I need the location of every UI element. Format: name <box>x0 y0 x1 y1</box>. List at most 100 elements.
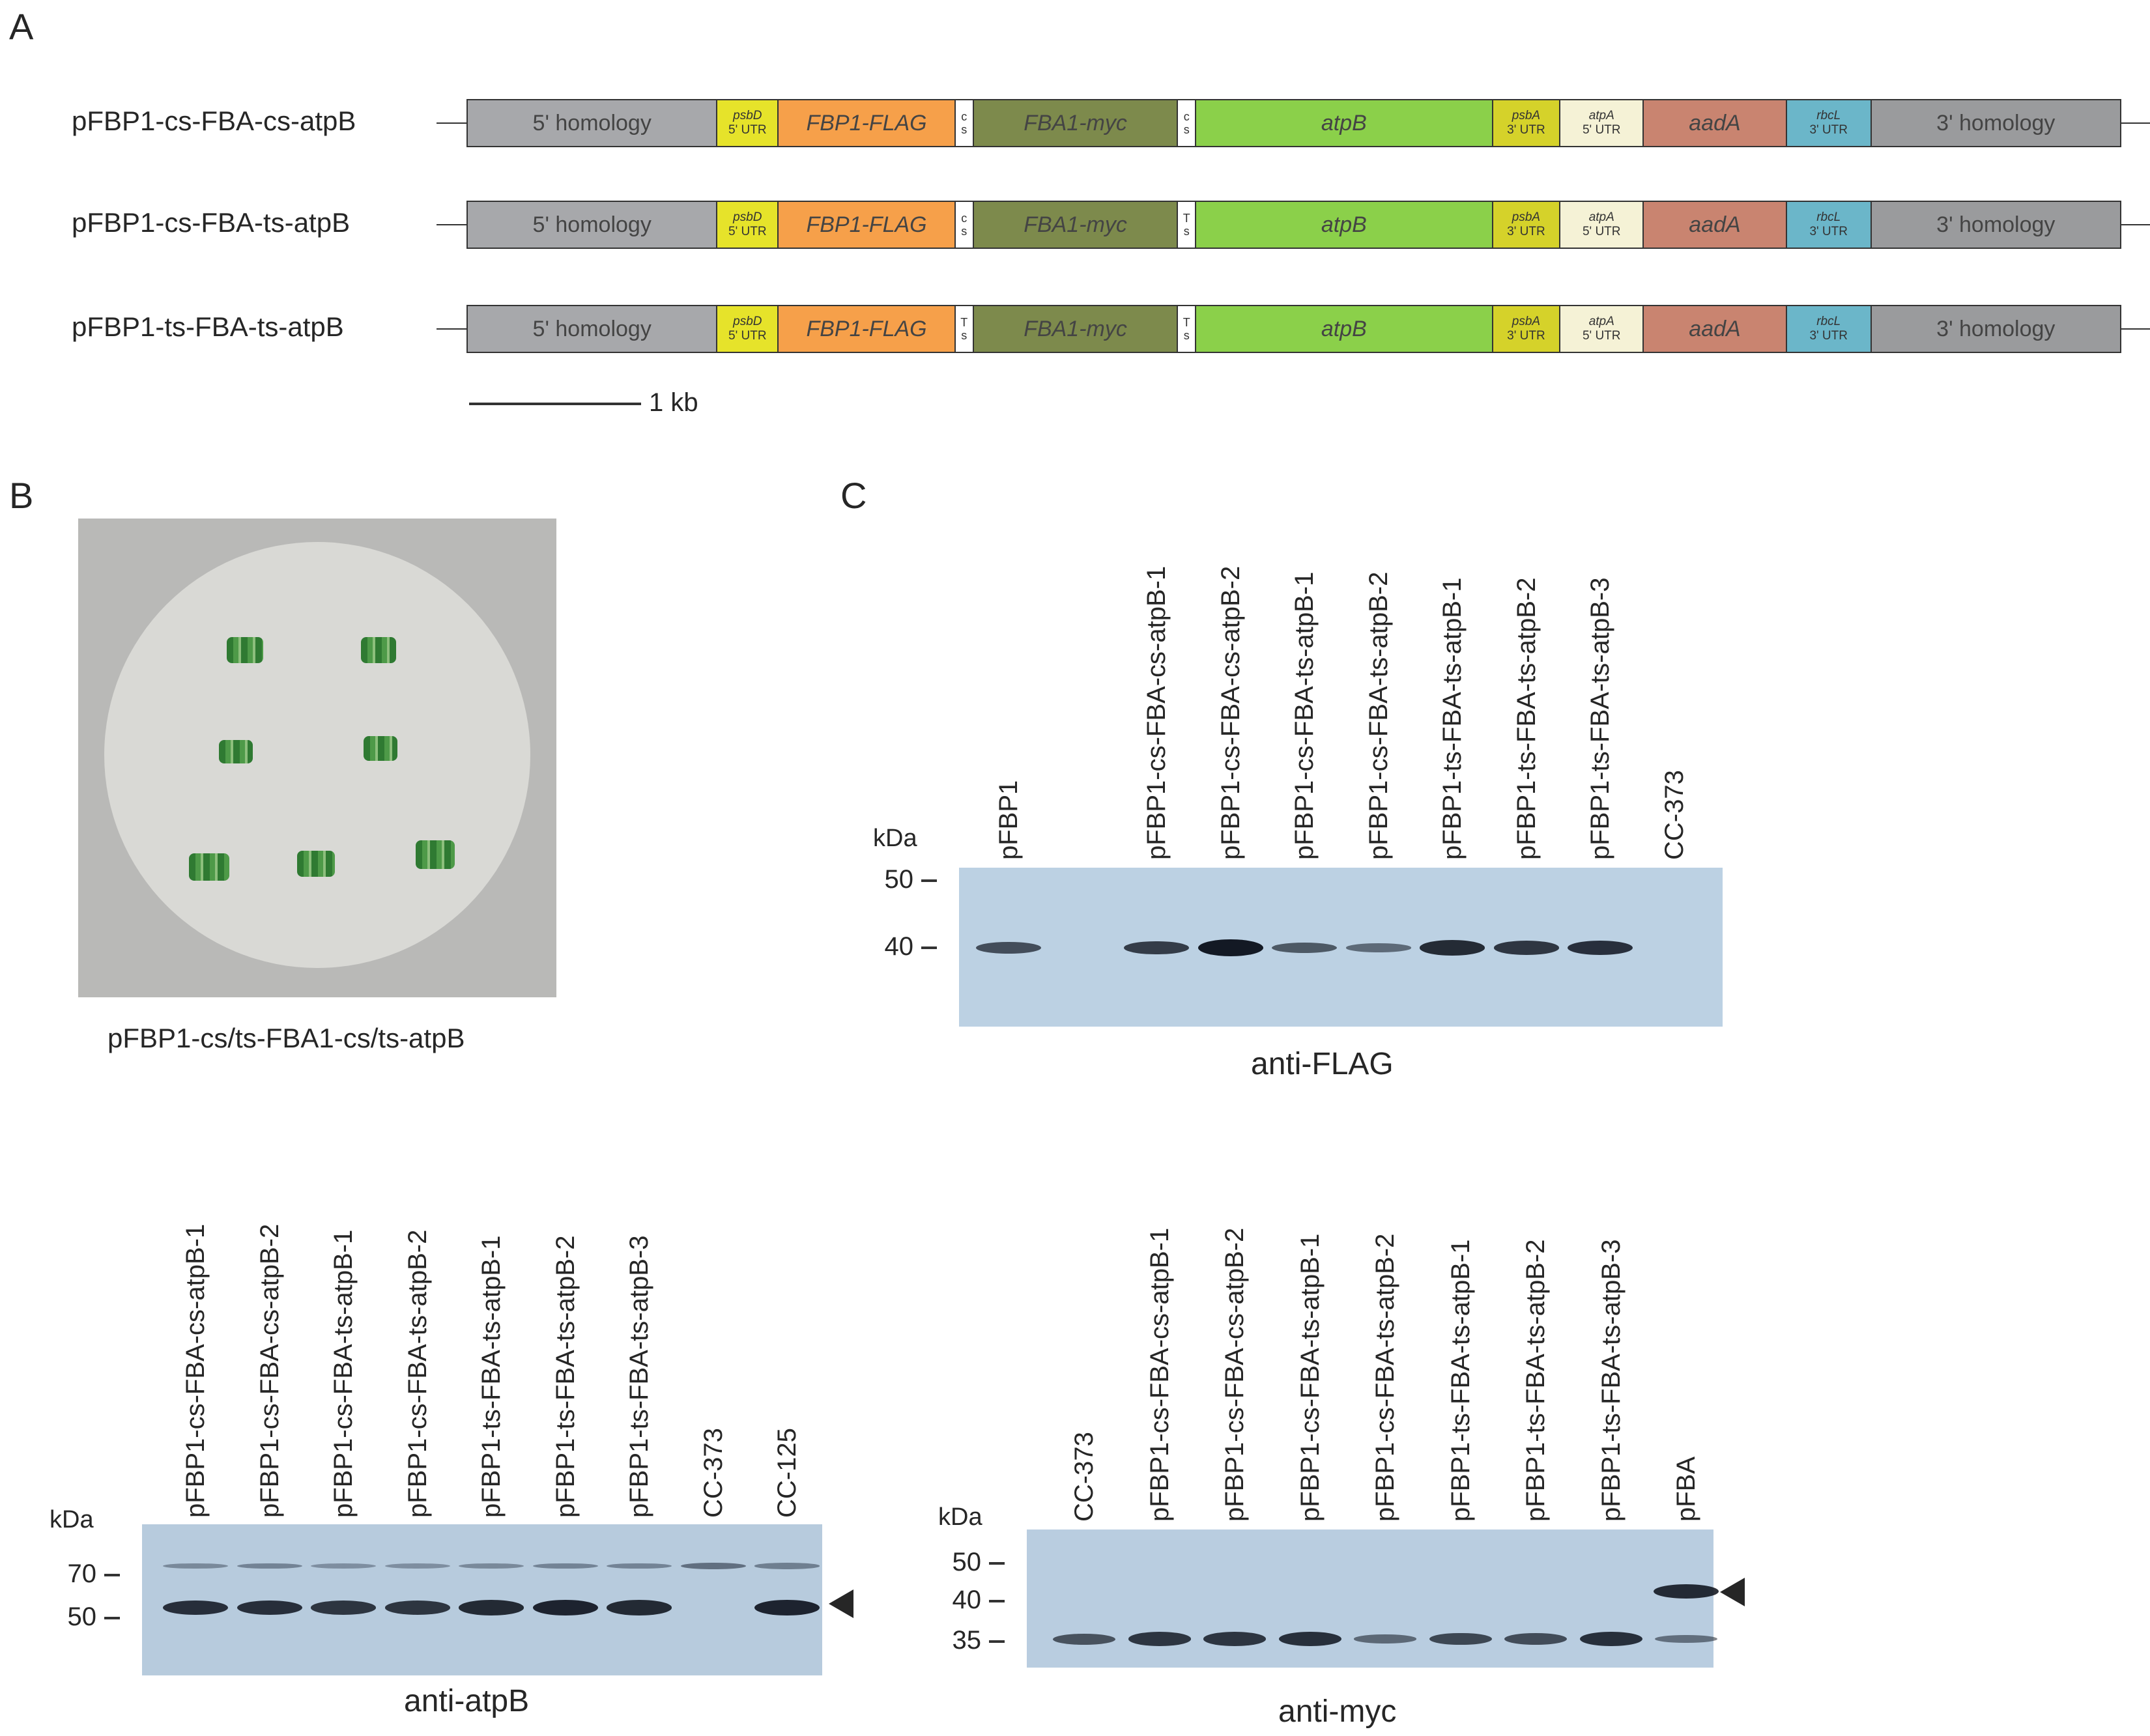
marker-label: 70 <box>67 1559 97 1588</box>
separator-letter: s <box>961 225 968 238</box>
scale-bar-label: 1 kb <box>649 388 698 417</box>
segment-fbp1: FBP1-FLAG <box>779 100 956 146</box>
segment-label-top: psbA <box>1512 315 1541 328</box>
colony <box>364 736 397 761</box>
blot-membrane <box>142 1524 822 1675</box>
band <box>163 1600 228 1615</box>
band <box>1504 1633 1567 1645</box>
segment-aadA: aadA <box>1644 100 1787 146</box>
marker-tick <box>989 1600 1005 1602</box>
segment-label-top: psbD <box>733 109 762 122</box>
lane-label: pFBP1-ts-FBA-ts-atpB-2 <box>1512 577 1541 860</box>
kda-label: kDa <box>938 1503 982 1531</box>
arrowhead-icon <box>1720 1578 1745 1606</box>
construct-map: 5' homology psbD 5' UTR FBP1-FLAG c s FBA1-myc… <box>466 201 2121 249</box>
segment-fba1: FBA1-myc <box>973 306 1179 352</box>
band <box>459 1600 524 1615</box>
segment-atpB: atpB <box>1196 306 1493 352</box>
marker-label: 35 <box>952 1626 982 1655</box>
segment-label-bottom: 3' UTR <box>1507 329 1545 343</box>
marker-tick <box>989 1640 1005 1643</box>
construct-name: pFBP1-ts-FBA-ts-atpB <box>72 311 344 342</box>
segment-label-top: rbcL <box>1816 315 1841 328</box>
segment-label-bottom: 5' UTR <box>728 225 767 238</box>
segment-label-bottom: 3' UTR <box>1809 225 1848 238</box>
band <box>1197 939 1263 956</box>
marker-tick <box>989 1562 1005 1565</box>
band <box>976 942 1041 954</box>
marker-label: 40 <box>884 932 914 961</box>
segment-label-bottom: 5' UTR <box>728 123 767 137</box>
band <box>1429 1632 1492 1645</box>
segment-label-top: atpA <box>1588 210 1614 224</box>
plate-photo <box>78 519 556 997</box>
construct-name: pFBP1-cs-FBA-ts-atpB <box>72 207 351 238</box>
band-upper <box>311 1563 376 1569</box>
lane-label: pFBP1-cs-FBA-ts-atpB-2 <box>403 1229 432 1518</box>
marker-label: 40 <box>952 1586 982 1614</box>
lane-label: pFBP1-ts-FBA-ts-atpB-1 <box>1446 1239 1475 1522</box>
lane-label: pFBP1-cs-FBA-ts-atpB-2 <box>1371 1233 1399 1522</box>
plate-caption: pFBP1-cs/ts-FBA1-cs/ts-atpB <box>108 1023 465 1053</box>
segment-atpA: atpA 5' UTR <box>1560 202 1644 248</box>
segment-aadA: aadA <box>1644 306 1787 352</box>
lane-label: pFBP1-ts-FBA-ts-atpB-1 <box>477 1235 506 1518</box>
band <box>1493 941 1559 955</box>
band <box>1053 1633 1115 1645</box>
segment-fba1: FBA1-myc <box>973 100 1179 146</box>
band <box>1655 1634 1717 1644</box>
separator-letter: c <box>961 212 968 225</box>
lane-label: pFBP1-ts-FBA-ts-atpB-2 <box>1521 1239 1550 1522</box>
band <box>1203 1632 1266 1646</box>
lane-label: pFBP1-cs-FBA-cs-atpB-2 <box>255 1223 284 1518</box>
marker-tick <box>104 1617 120 1619</box>
lane-label: pFBP1 <box>994 780 1023 860</box>
segment-fbp1: FBP1-FLAG <box>779 202 956 248</box>
band-upper <box>384 1563 450 1569</box>
band <box>1420 940 1485 956</box>
segment-rbcL: rbcL 3' UTR <box>1786 100 1872 146</box>
separator-letter: c <box>1183 110 1190 123</box>
segment-atpB: atpB <box>1196 202 1493 248</box>
segment-homology3: 3' homology <box>1871 100 2120 146</box>
segment-psbA: psbA 3' UTR <box>1493 100 1561 146</box>
separator-letter: s <box>1183 225 1190 238</box>
segment-rbcL: rbcL 3' UTR <box>1786 306 1872 352</box>
lane-label: pFBP1-cs-FBA-cs-atpB-2 <box>1216 565 1245 860</box>
segment-label-top: psbA <box>1512 210 1541 224</box>
segment-rbcL: rbcL 3' UTR <box>1786 202 1872 248</box>
segment-atpB: atpB <box>1196 100 1493 146</box>
segment-psbA: psbA 3' UTR <box>1493 306 1561 352</box>
segment-label-top: rbcL <box>1816 109 1841 122</box>
segment-fba1: FBA1-myc <box>973 202 1179 248</box>
lane-label: pFBP1-ts-FBA-ts-atpB-1 <box>1438 577 1467 860</box>
colony <box>219 740 253 763</box>
segment-label-bottom: 3' UTR <box>1809 123 1848 137</box>
lane-label: pFBP1-cs-FBA-ts-atpB-1 <box>1295 1233 1325 1522</box>
colony <box>416 840 455 869</box>
blot-caption: anti-FLAG <box>1251 1047 1394 1081</box>
marker-tick <box>104 1574 120 1576</box>
separator-letter: s <box>1183 329 1190 342</box>
colony <box>297 851 335 877</box>
lane-label: pFBP1-cs-FBA-cs-atpB-1 <box>1142 565 1171 860</box>
segment-fbp1: FBP1-FLAG <box>779 306 956 352</box>
segment-homology3: 3' homology <box>1871 202 2120 248</box>
segment-homology5: 5' homology <box>468 202 718 248</box>
segment-label-top: psbD <box>733 315 762 328</box>
band-upper <box>459 1563 524 1569</box>
band <box>607 1600 672 1615</box>
blot-caption: anti-myc <box>1278 1694 1397 1729</box>
lane-label: pFBP1-cs-FBA-ts-atpB-2 <box>1364 571 1393 860</box>
segment-label-bottom: 5' UTR <box>728 329 767 343</box>
lane-label: pFBA <box>1672 1456 1700 1522</box>
lane-label: pFBP1-ts-FBA-ts-atpB-3 <box>625 1235 653 1518</box>
band-upper <box>607 1563 672 1569</box>
segment-label-top: psbA <box>1512 109 1541 122</box>
separator-letter: s <box>961 123 968 136</box>
band <box>1272 942 1337 954</box>
separator-letter: c <box>961 110 968 123</box>
